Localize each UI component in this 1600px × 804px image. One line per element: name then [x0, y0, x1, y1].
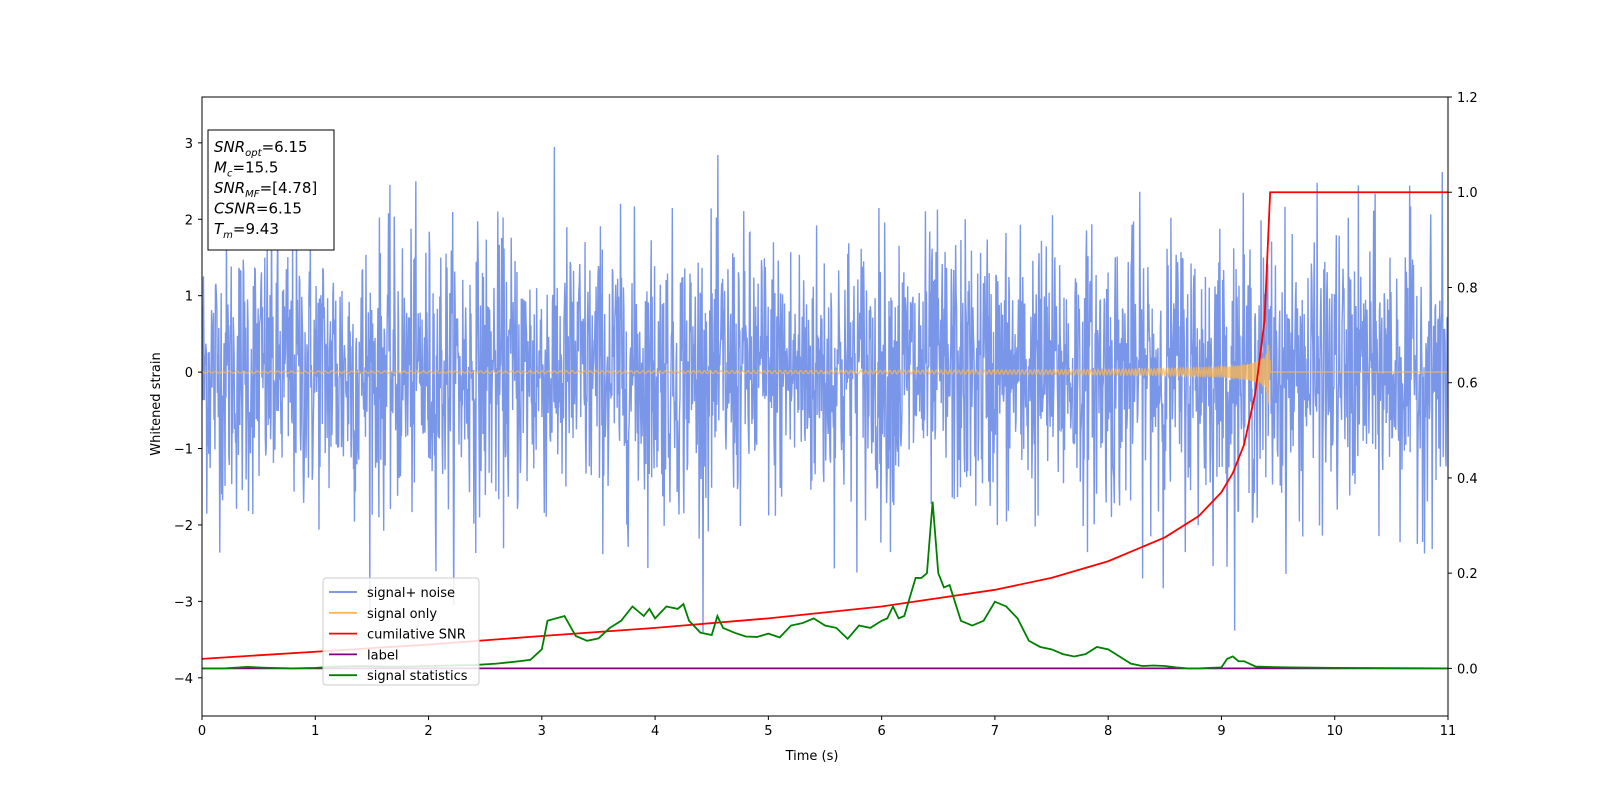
annotation-symbol: M — [214, 159, 227, 177]
annotation-subscript: MF — [245, 189, 260, 200]
annotation-subscript: c — [227, 169, 233, 180]
annotation-line: SNRopt=6.15 — [214, 138, 308, 159]
x-tick-label: 1 — [311, 724, 319, 739]
x-tick-label: 0 — [198, 724, 206, 739]
annotation-symbol: CSNR — [214, 200, 256, 218]
legend-label-cumilative-snr: cumilative SNR — [367, 628, 466, 643]
annotation-value: =[4.78] — [260, 179, 318, 197]
annotation-symbol: SNR — [214, 138, 245, 156]
x-tick-label: 10 — [1326, 724, 1343, 739]
x-tick-label: 3 — [538, 724, 546, 739]
x-tick-label: 4 — [651, 724, 659, 739]
x-tick-label: 6 — [877, 724, 885, 739]
annotation-line: Mc=15.5 — [214, 159, 278, 180]
series-cumilative-snr — [202, 191, 1448, 660]
annotation-subscript: m — [223, 230, 233, 241]
annotation-box: SNRopt=6.15Mc=15.5SNRMF=[4.78]CSNR=6.15T… — [207, 129, 335, 251]
annotation-value: =9.43 — [233, 220, 279, 238]
annotation-symbol: T — [214, 220, 225, 238]
y-tick-label-right: 0.0 — [1457, 662, 1478, 677]
y-axis-label-left: Whitened strain — [149, 352, 164, 455]
y-tick-label-right: 1.0 — [1457, 186, 1478, 201]
series-signal-noise — [202, 146, 1448, 632]
legend-label-signal-only: signal only — [367, 607, 437, 622]
legend-label-signal-noise: signal+ noise — [367, 586, 455, 601]
series-signal-only — [202, 344, 1448, 404]
annotation-line: CSNR=6.15 — [214, 200, 302, 218]
x-tick-label: 8 — [1104, 724, 1112, 739]
annotation-value: =15.5 — [232, 159, 278, 177]
y-tick-label-left: −3 — [174, 595, 193, 610]
x-axis-label: Time (s) — [785, 749, 839, 764]
y-tick-label-right: 0.8 — [1457, 281, 1478, 296]
legend-frame — [322, 577, 480, 686]
annotation-line: Tm=9.43 — [214, 220, 279, 241]
series-signal-statistics — [202, 501, 1448, 670]
x-tick-label: 9 — [1217, 724, 1225, 739]
y-tick-label-left: 1 — [185, 290, 193, 305]
axes: 0 1 2 3 4 5 6 7 8 9 10 11 −4 −3 −2 −1 0 1 2 3 0.0 0.2 0.4 0.6 0.… — [174, 91, 1478, 739]
y-tick-label-left: 0 — [185, 366, 193, 381]
x-tick-label: 11 — [1440, 724, 1457, 739]
y-tick-label-left: 3 — [185, 137, 193, 152]
y-tick-label-left: −2 — [174, 519, 193, 534]
legend: signal+ noise signal only cumilative SNR la… — [322, 577, 480, 686]
y-tick-label-right: 1.2 — [1457, 91, 1478, 106]
y-tick-label-left: 2 — [185, 213, 193, 228]
annotation-symbol: SNR — [214, 179, 245, 197]
annotation-value: =6.15 — [256, 200, 302, 218]
annotation-subscript: opt — [245, 148, 262, 159]
annotation-value: =6.15 — [262, 138, 308, 156]
x-tick-label: 7 — [991, 724, 999, 739]
y-tick-label-right: 0.6 — [1457, 377, 1478, 392]
y-tick-label-right: 0.4 — [1457, 472, 1478, 487]
axes-frame — [201, 96, 1449, 717]
y-tick-label-left: −1 — [174, 443, 193, 458]
y-tick-label-left: −4 — [174, 672, 193, 687]
legend-label-label: label — [367, 648, 398, 663]
annotation-frame — [207, 129, 335, 251]
x-tick-label: 5 — [764, 724, 772, 739]
x-tick-label: 2 — [424, 724, 432, 739]
legend-label-signal-statistics: signal statistics — [367, 669, 468, 684]
y-tick-label-right: 0.2 — [1457, 567, 1478, 582]
annotation-line: SNRMF=[4.78] — [214, 179, 317, 200]
